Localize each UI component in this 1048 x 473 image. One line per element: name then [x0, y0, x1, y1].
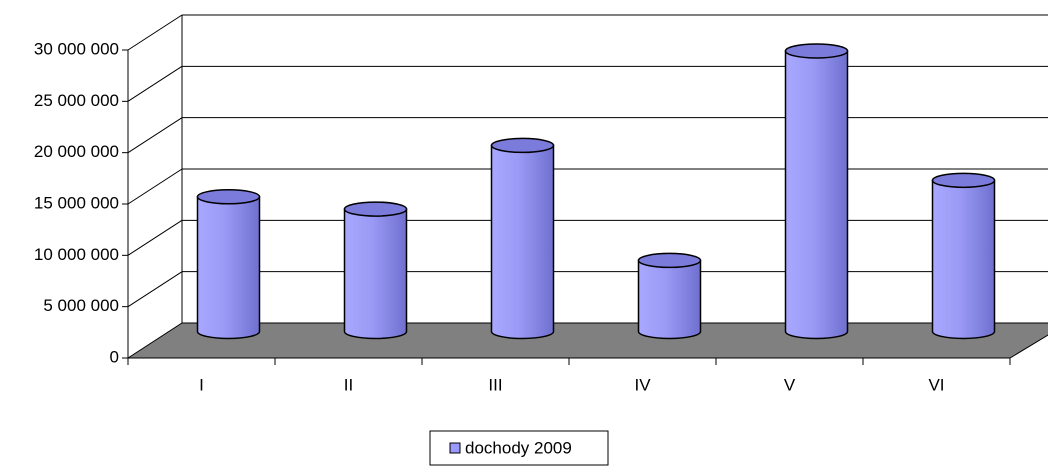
bar: [931, 179, 996, 340]
x-tick-label: II: [344, 375, 353, 394]
y-tick-label: 0: [110, 347, 119, 366]
grid-line-side: [127, 219, 183, 256]
y-tick-label: 20 000 000: [34, 142, 119, 161]
grid-line-side: [127, 168, 183, 205]
grid-line-side: [127, 271, 183, 308]
legend-label: dochody 2009: [465, 438, 572, 457]
bar-top: [784, 43, 849, 59]
x-tick-label: V: [784, 375, 796, 394]
bar: [343, 208, 408, 340]
x-tick-label: I: [199, 375, 204, 394]
y-tick-label: 10 000 000: [34, 245, 119, 264]
cylinder: [784, 43, 849, 340]
bar: [196, 196, 261, 340]
y-tick-label: 5 000 000: [43, 296, 119, 315]
bar: [784, 50, 849, 340]
grid-line-side: [127, 117, 183, 154]
bar: [490, 144, 555, 340]
bar-top: [637, 252, 702, 269]
y-tick-label: 15 000 000: [34, 193, 119, 212]
x-tick-label: IV: [634, 375, 651, 394]
y-tick-label: 30 000 000: [34, 39, 119, 58]
y-tick-label: 25 000 000: [34, 91, 119, 110]
legend-swatch: [449, 442, 461, 454]
grid-line-side: [127, 65, 183, 102]
cylinder: [490, 137, 555, 340]
floor: [126, 322, 1048, 359]
cylinder: [343, 201, 408, 340]
cylinder: [196, 189, 261, 340]
bar-top: [196, 189, 261, 205]
x-tick-label: VI: [928, 375, 944, 394]
cylinder: [931, 172, 996, 340]
bar: [637, 259, 702, 340]
bar-top: [343, 201, 408, 217]
bar-top: [490, 137, 555, 154]
bar-top: [931, 172, 996, 189]
cylinder: [637, 252, 702, 340]
x-tick-label: III: [488, 375, 502, 394]
grid-line-side: [127, 14, 183, 51]
